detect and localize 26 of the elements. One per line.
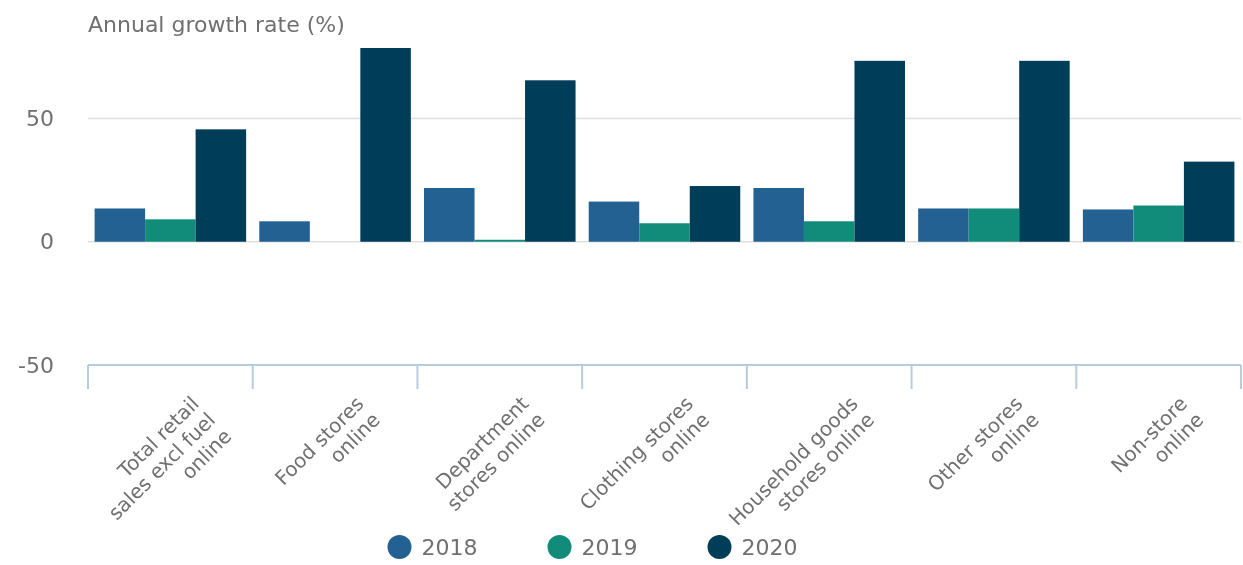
bar [803, 221, 855, 242]
bar [259, 221, 310, 242]
y-tick-label: 0 [40, 229, 54, 255]
bar [753, 188, 804, 242]
bar [94, 208, 146, 242]
bar [525, 80, 576, 242]
legend-label: 2018 [421, 534, 478, 560]
legend-label: 2019 [581, 534, 638, 560]
legend-label: 2020 [741, 534, 798, 560]
y-tick-label: -50 [18, 352, 54, 378]
bar [689, 186, 741, 242]
bar [360, 48, 411, 242]
bar [145, 219, 196, 242]
bar [968, 208, 1020, 242]
bar [195, 129, 247, 242]
bar [1183, 161, 1235, 242]
bar [1133, 205, 1184, 242]
bar [1019, 60, 1070, 242]
bar [424, 188, 475, 242]
bar [918, 208, 969, 242]
bar [588, 201, 640, 242]
y-axis-title: Annual growth rate (%) [88, 12, 345, 37]
bar [1082, 209, 1134, 242]
bar [639, 223, 690, 242]
y-tick-label: 50 [26, 106, 54, 132]
bar [854, 60, 905, 242]
